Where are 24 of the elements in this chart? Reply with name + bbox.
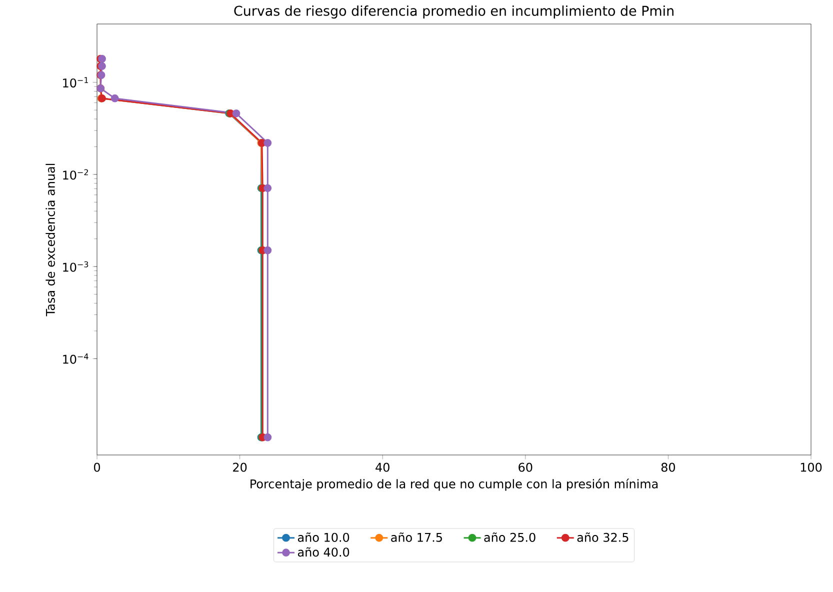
- x-tick-label: 20: [233, 462, 247, 472]
- point: [264, 433, 272, 442]
- legend-label: año 40.0: [298, 547, 350, 557]
- legend-label: año 10.0: [298, 532, 350, 542]
- point: [264, 246, 272, 254]
- x-tick-label: 0: [94, 462, 100, 472]
- y-tick-label: 10$^{−2}$: [63, 169, 88, 180]
- point: [264, 184, 272, 192]
- y-axis-title: Tasa de excedencia anual: [46, 164, 55, 316]
- chart-title: Curvas de riesgo diferencia promedio en incumplimiento de Pmin: [234, 5, 674, 18]
- x-tick-label: 100: [800, 462, 822, 472]
- x-axis-title: Porcentaje promedio de la red que no cumple con la presión mínima: [250, 478, 658, 491]
- y-tick-label: 10$^{−1}$: [63, 77, 88, 88]
- point: [264, 138, 272, 147]
- legend-label: año 25.0: [484, 532, 536, 542]
- legend-label: año 17.5: [391, 532, 442, 542]
- point: [110, 94, 119, 102]
- y-tick-label: 10$^{−4}$: [63, 354, 88, 364]
- legend-label: año 32.5: [577, 532, 628, 542]
- x-tick-label: 60: [518, 462, 532, 472]
- x-tick-label: 40: [376, 462, 390, 472]
- y-tick-label: 10$^{−3}$: [63, 261, 88, 272]
- x-tick-label: 80: [661, 462, 676, 472]
- point: [232, 109, 240, 118]
